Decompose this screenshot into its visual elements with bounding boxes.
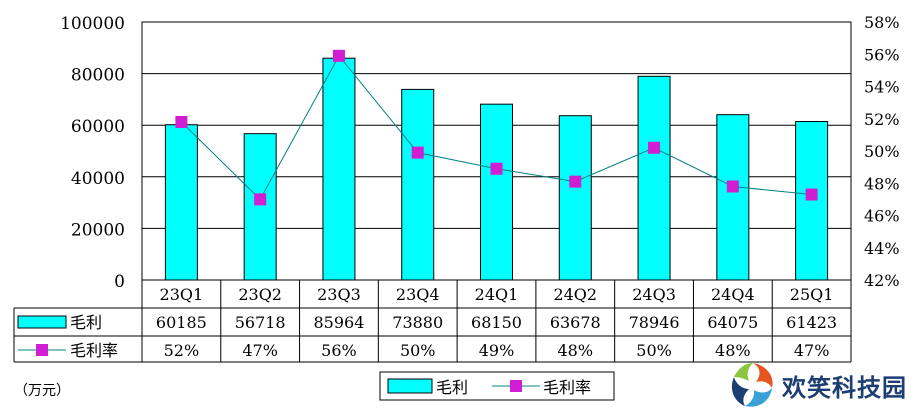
line-marker xyxy=(332,49,345,62)
x-tick-label: 23Q4 xyxy=(396,285,440,304)
table-cell: 49% xyxy=(479,341,515,360)
table-cell: 73880 xyxy=(392,313,443,332)
line-marker xyxy=(490,162,503,175)
table-cell: 68150 xyxy=(471,313,522,332)
table-cell: 48% xyxy=(557,341,593,360)
watermark-text: 欢笑科技园 xyxy=(782,374,907,402)
table-key-marker xyxy=(36,344,48,356)
x-tick-label: 24Q4 xyxy=(711,285,755,304)
table-cell: 60185 xyxy=(156,313,207,332)
y-right-tick-label: 46% xyxy=(864,207,900,226)
line-marker xyxy=(648,141,661,154)
bar xyxy=(401,88,435,281)
x-tick-label: 23Q3 xyxy=(317,285,361,304)
x-tick-label: 25Q1 xyxy=(790,285,834,304)
bar xyxy=(795,121,829,281)
bar xyxy=(164,124,198,281)
bar xyxy=(322,57,356,281)
legend-bar-swatch xyxy=(387,378,433,394)
y-right-tick-label: 54% xyxy=(864,78,900,97)
x-tick-label: 23Q1 xyxy=(160,285,204,304)
y-right-tick-label: 56% xyxy=(864,45,900,64)
y-left-tick-label: 80000 xyxy=(71,66,125,86)
table-cell: 52% xyxy=(164,341,200,360)
bar xyxy=(243,133,277,281)
table-cell: 50% xyxy=(636,341,672,360)
table-row-label: 毛利率 xyxy=(70,341,118,360)
table-cell: 48% xyxy=(715,341,751,360)
table-cell: 47% xyxy=(242,341,278,360)
y-left-tick-label: 60000 xyxy=(71,117,125,137)
bar xyxy=(558,115,592,281)
bar xyxy=(716,114,750,281)
watermark-logo-icon xyxy=(731,363,773,407)
y-left-tick-label: 40000 xyxy=(71,169,125,189)
bar xyxy=(637,75,671,281)
bar xyxy=(480,103,513,281)
line-marker xyxy=(805,188,818,201)
y-right-tick-label: 42% xyxy=(864,271,900,290)
y-right-tick-label: 58% xyxy=(864,13,900,32)
x-tick-label: 23Q2 xyxy=(238,285,282,304)
table-cell: 63678 xyxy=(550,313,601,332)
table-cell: 78946 xyxy=(629,313,680,332)
x-tick-label: 24Q2 xyxy=(553,285,597,304)
table-row-label: 毛利 xyxy=(70,313,102,332)
legend-label: 毛利率 xyxy=(543,378,591,397)
unit-label: （万元） xyxy=(14,383,70,399)
table-cell: 56718 xyxy=(235,313,286,332)
y-right-tick-label: 44% xyxy=(864,239,900,258)
x-tick-label: 24Q1 xyxy=(475,285,519,304)
legend-label: 毛利 xyxy=(436,378,468,397)
line-marker xyxy=(175,115,188,128)
table-cell: 61423 xyxy=(786,313,837,332)
line-marker xyxy=(569,175,582,188)
table-cell: 47% xyxy=(794,341,830,360)
y-left-tick-label: 100000 xyxy=(60,14,125,34)
table-cell: 85964 xyxy=(313,313,364,332)
table-key-bar xyxy=(17,315,67,329)
line-marker xyxy=(254,193,267,206)
table-cell: 50% xyxy=(400,341,436,360)
y-left-tick-label: 0 xyxy=(114,272,125,292)
table-cell: 56% xyxy=(321,341,357,360)
legend-marker-swatch xyxy=(510,380,522,392)
line-marker xyxy=(726,180,739,193)
line-marker xyxy=(411,146,424,159)
y-left-tick-label: 20000 xyxy=(71,220,125,240)
y-right-tick-label: 48% xyxy=(864,174,900,193)
x-tick-label: 24Q3 xyxy=(632,285,676,304)
y-right-tick-label: 52% xyxy=(864,110,900,129)
table-cell: 64075 xyxy=(707,313,758,332)
y-right-tick-label: 50% xyxy=(864,142,900,161)
